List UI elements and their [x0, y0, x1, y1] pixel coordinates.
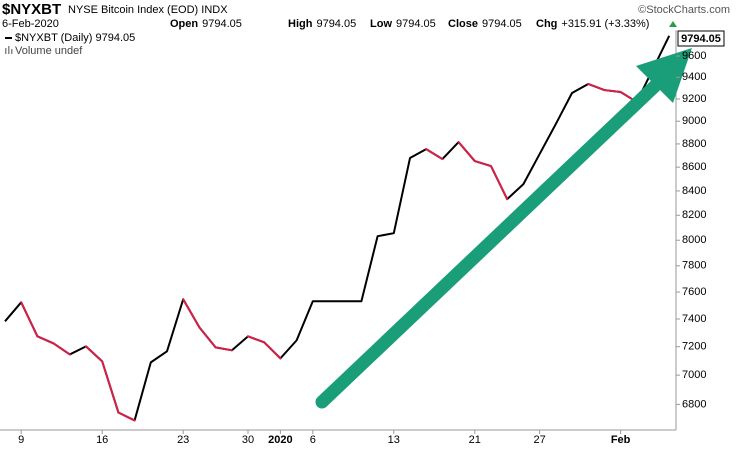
y-tick-label: 7800	[682, 260, 706, 272]
legend-entry: $NYXBT (Daily) 9794.05	[15, 32, 135, 44]
last-value-box	[677, 30, 725, 47]
x-tick-label: 21	[469, 434, 481, 446]
quote-label: Open	[170, 18, 198, 30]
x-tick-label: 9	[18, 434, 24, 446]
down-segment	[117, 411, 136, 422]
quote-label: Low	[370, 18, 392, 30]
up-indicator	[669, 21, 677, 27]
chart-subtitle: NYSE Bitcoin Index (EOD) INDX	[68, 4, 228, 16]
trend-arrow-shaft	[315, 79, 662, 409]
down-segment	[85, 345, 104, 363]
down-segment	[198, 326, 217, 349]
y-tick-label: 8400	[682, 185, 706, 197]
source: ©StockCharts.com	[638, 4, 730, 16]
volume-note: Volume undef	[15, 45, 83, 57]
y-tick-label: 9600	[682, 50, 706, 62]
x-tick-label: 2020	[268, 434, 292, 446]
quote-value: +315.91 (+3.33%)	[561, 18, 649, 30]
y-tick-label: 8800	[682, 138, 706, 150]
x-tick-label: Feb	[611, 434, 631, 446]
quote-value: 9794.05	[482, 18, 522, 30]
x-tick-label: 16	[96, 434, 108, 446]
quote-value: 9794.05	[396, 18, 436, 30]
trend-arrow-head	[636, 48, 692, 103]
x-tick-label: 23	[177, 434, 189, 446]
volume-icon	[5, 46, 13, 54]
down-segment	[247, 335, 266, 344]
quote-label: Close	[448, 18, 478, 30]
y-tick-label: 9200	[682, 93, 706, 105]
down-segment	[36, 335, 55, 345]
y-tick-label: 9000	[682, 115, 706, 127]
down-segment	[457, 141, 476, 163]
y-tick-label: 8600	[682, 161, 706, 173]
x-tick-label: 13	[388, 434, 400, 446]
y-tick-label: 9400	[682, 71, 706, 83]
down-segment	[182, 298, 201, 329]
y-tick-label: 7400	[682, 313, 706, 325]
y-tick-label: 8200	[682, 209, 706, 221]
quote-label: Chg	[536, 18, 557, 30]
down-segment	[473, 160, 492, 168]
x-tick-label: 27	[533, 434, 545, 446]
chart-title: $NYXBT	[2, 1, 61, 18]
quote-label: High	[288, 18, 313, 30]
down-segment	[52, 342, 71, 356]
down-segment	[263, 341, 282, 360]
quote-value: 9794.05	[202, 18, 242, 30]
y-tick-label: 7000	[682, 369, 706, 381]
down-segment	[603, 89, 622, 94]
quote-value: 9794.05	[316, 18, 356, 30]
down-segment	[20, 301, 39, 338]
down-segment	[490, 165, 509, 201]
down-segment	[425, 148, 444, 161]
x-tick-label: 6	[310, 434, 316, 446]
last-value-label: 9794.05	[681, 33, 721, 45]
y-tick-label: 8000	[682, 234, 706, 246]
plot	[4, 35, 671, 422]
down-segment	[587, 82, 606, 92]
y-tick-label: 6800	[682, 398, 706, 410]
down-segment	[214, 346, 233, 352]
x-tick-label: 30	[242, 434, 254, 446]
y-tick-label: 7600	[682, 286, 706, 298]
y-tick-label: 7200	[682, 341, 706, 353]
down-segment	[101, 360, 120, 414]
date: 6-Feb-2020	[2, 18, 59, 30]
